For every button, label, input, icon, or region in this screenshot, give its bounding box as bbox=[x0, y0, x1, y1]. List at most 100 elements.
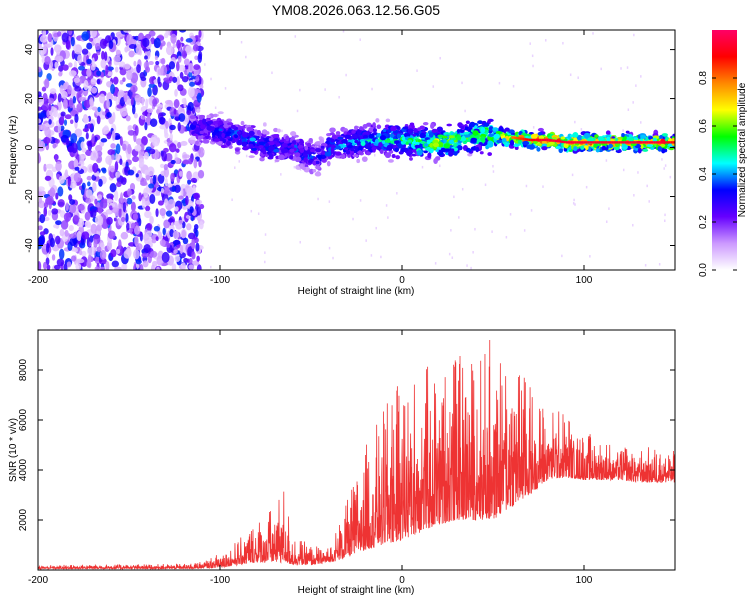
heatmap-cell bbox=[88, 84, 92, 92]
heatmap-cell bbox=[77, 204, 85, 211]
heatmap-cell bbox=[119, 158, 123, 165]
heatmap-cell bbox=[517, 140, 522, 144]
heatmap-cell bbox=[605, 220, 608, 223]
heatmap-cell bbox=[112, 95, 118, 102]
heatmap-cell bbox=[53, 107, 58, 118]
heatmap-cell bbox=[99, 141, 105, 147]
heatmap-cell bbox=[187, 179, 192, 185]
heatmap-cell bbox=[607, 141, 610, 144]
heatmap-cell bbox=[127, 188, 132, 197]
heatmap-cell bbox=[196, 264, 202, 270]
heatmap-cell bbox=[93, 37, 101, 44]
heatmap-cell bbox=[608, 207, 610, 210]
heatmap-cell bbox=[106, 112, 112, 118]
heatmap-cell bbox=[574, 141, 577, 144]
heatmap-cell bbox=[175, 148, 180, 153]
heatmap-cell bbox=[354, 125, 358, 131]
heatmap-cell bbox=[214, 106, 217, 110]
heatmap-cell bbox=[181, 75, 189, 83]
heatmap-cell bbox=[193, 64, 201, 71]
heatmap-cell bbox=[332, 256, 334, 260]
heatmap-cell bbox=[661, 158, 663, 161]
heatmap-cell bbox=[245, 55, 247, 59]
heatmap-cell bbox=[140, 181, 148, 186]
heatmap-cell bbox=[195, 242, 200, 252]
heatmap-cell bbox=[57, 93, 62, 103]
heatmap-cell bbox=[213, 138, 221, 142]
heatmap-cell bbox=[65, 202, 69, 211]
heatmap-cell bbox=[380, 255, 382, 259]
heatmap-cell bbox=[509, 139, 515, 146]
heatmap-cell bbox=[120, 231, 129, 240]
heatmap-cell bbox=[226, 140, 231, 146]
heatmap-cell bbox=[479, 151, 484, 155]
heatmap-cell bbox=[640, 75, 642, 78]
heatmap-cell bbox=[90, 86, 98, 94]
heatmap-cell bbox=[79, 241, 86, 249]
heatmap-cell bbox=[548, 141, 555, 145]
heatmap-cell bbox=[618, 141, 621, 144]
colorbar-label: Normalized spectral amplitude bbox=[737, 82, 748, 217]
heatmap-cell bbox=[453, 150, 458, 156]
heatmap-cell bbox=[185, 195, 189, 206]
heatmap-cell bbox=[181, 97, 186, 104]
heatmap-cell bbox=[596, 141, 599, 144]
heatmap-cell bbox=[299, 168, 302, 171]
heatmap-cell bbox=[574, 203, 576, 206]
heatmap-cell bbox=[571, 173, 574, 177]
heatmap-cell bbox=[622, 129, 624, 132]
heatmap-cell bbox=[106, 209, 112, 215]
heatmap-cell bbox=[522, 137, 525, 141]
heatmap-cell bbox=[121, 111, 128, 116]
heatmap-cell bbox=[391, 154, 396, 159]
heatmap-cell bbox=[82, 128, 90, 133]
heatmap-cell bbox=[280, 173, 282, 176]
heatmap-cell bbox=[248, 155, 255, 159]
heatmap-cell bbox=[501, 137, 507, 143]
heatmap-cell bbox=[120, 192, 124, 204]
heatmap-cell bbox=[103, 198, 108, 204]
heatmap-cell bbox=[631, 141, 634, 144]
heatmap-cell bbox=[492, 164, 494, 168]
heatmap-cell bbox=[268, 137, 274, 142]
heatmap-cell bbox=[185, 45, 193, 55]
heatmap-cell bbox=[537, 138, 540, 142]
heatmap-cell bbox=[572, 132, 579, 138]
heatmap-cell bbox=[362, 124, 368, 129]
heatmap-cell bbox=[279, 139, 284, 143]
heatmap-cell bbox=[142, 37, 150, 48]
heatmap-cell bbox=[63, 212, 72, 222]
heatmap-cell bbox=[278, 154, 285, 161]
heatmap-cell bbox=[154, 55, 158, 61]
heatmap-cell bbox=[580, 145, 585, 150]
heatmap-cell bbox=[144, 169, 149, 176]
heatmap-cell bbox=[226, 122, 234, 126]
heatmap-cell bbox=[177, 55, 182, 63]
heatmap-cell bbox=[296, 109, 299, 113]
heatmap-cell bbox=[162, 227, 166, 236]
heatmap-cell bbox=[72, 215, 80, 225]
heatmap-cell bbox=[39, 231, 46, 236]
heatmap-cell bbox=[606, 136, 611, 142]
heatmap-cell bbox=[193, 192, 201, 200]
heatmap-cell bbox=[347, 144, 353, 149]
heatmap-cell bbox=[141, 252, 149, 258]
heatmap-cell bbox=[259, 157, 265, 162]
heatmap-cell bbox=[212, 120, 219, 125]
heatmap-cell bbox=[573, 198, 575, 202]
heatmap-cell bbox=[583, 132, 591, 139]
heatmap-cell bbox=[188, 71, 193, 78]
heatmap-cell bbox=[560, 136, 566, 140]
colorbar-tick-label: 0.4 bbox=[698, 167, 709, 181]
heatmap-cell bbox=[68, 70, 77, 77]
heatmap-cell bbox=[537, 127, 544, 132]
heatmap-cell bbox=[273, 127, 279, 133]
heatmap-cell bbox=[385, 204, 388, 207]
heatmap-cell bbox=[96, 70, 102, 77]
heatmap-cell bbox=[572, 141, 575, 144]
heatmap-cell bbox=[249, 137, 257, 142]
heatmap-cell bbox=[228, 145, 233, 149]
heatmap-cell bbox=[195, 75, 200, 83]
heatmap-marks bbox=[38, 30, 675, 270]
heatmap-cell bbox=[173, 108, 177, 115]
